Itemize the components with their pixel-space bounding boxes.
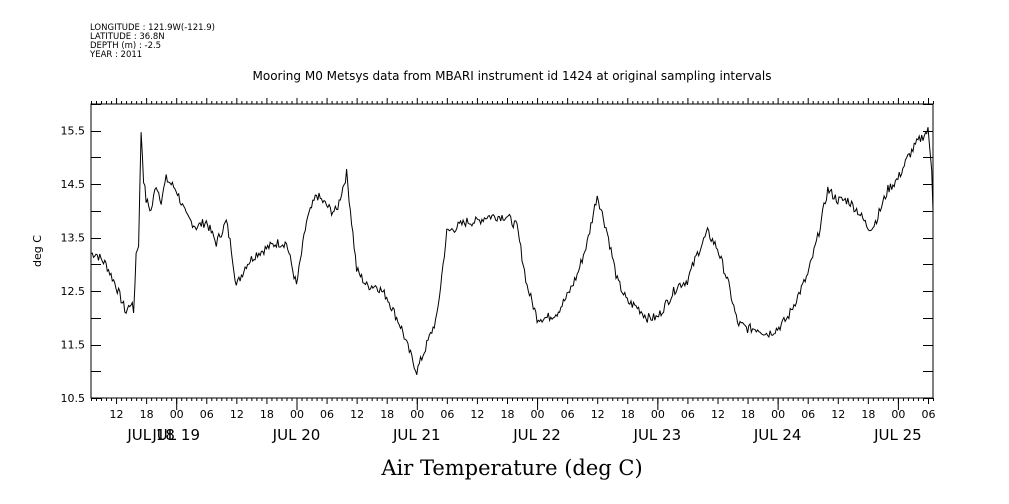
y-axis-label: deg C: [31, 235, 44, 267]
x-tick-label: 06: [440, 408, 454, 421]
x-tick-label: 00: [891, 408, 905, 421]
x-tick-label: 06: [200, 408, 214, 421]
series-line-0: [90, 127, 934, 375]
x-tick-label: 00: [651, 408, 665, 421]
x-tick-label: 06: [801, 408, 815, 421]
x-tick-label: 12: [831, 408, 845, 421]
year-label: YEAR : 2011: [89, 50, 142, 60]
latitude-label: LATITUDE : 36.8N: [90, 32, 165, 42]
x-tick-label: 18: [741, 408, 755, 421]
x-tick-label: 00: [410, 408, 424, 421]
y-tick-label: 13.5: [61, 232, 86, 245]
longitude-label: LONGITUDE : 121.9W(-121.9): [90, 23, 215, 33]
y-tick-label: 12.5: [61, 285, 86, 298]
plot-frame: [90, 103, 934, 399]
chart-title: Mooring M0 Metsys data from MBARI instru…: [253, 69, 772, 83]
y-tick-label: 14.5: [61, 178, 86, 191]
x-tick-label: 18: [260, 408, 274, 421]
x-day-label: JUL 19: [151, 426, 200, 444]
series-group: [90, 127, 934, 375]
x-tick-label: 00: [290, 408, 304, 421]
x-tick-label: 06: [320, 408, 334, 421]
x-tick-label: 18: [500, 408, 514, 421]
depth-label: DEPTH (m) : -2.5: [90, 41, 161, 51]
x-tick-label: 06: [681, 408, 695, 421]
y-tick-label: 11.5: [61, 339, 86, 352]
x-tick-label: 00: [531, 408, 545, 421]
y-tick-label: 15.5: [61, 125, 86, 138]
x-day-label: JUL 18: [126, 426, 175, 444]
y-tick-label: 10.5: [61, 392, 86, 405]
x-day-label: JUL 25: [873, 426, 922, 444]
x-day-label: JUL 23: [633, 426, 682, 444]
x-tick-label: 06: [921, 408, 935, 421]
x-tick-label: 18: [140, 408, 154, 421]
x-tick-label: 12: [470, 408, 484, 421]
x-tick-label: 18: [380, 408, 394, 421]
x-tick-label: 12: [711, 408, 725, 421]
x-tick-label: 06: [561, 408, 575, 421]
axis-ticks: 12 18 00 06 12 18 00 06 12 18 00 06 12 18 00 06 12 18 00 06…: [61, 98, 935, 444]
x-tick-label: 12: [350, 408, 364, 421]
x-tick-label: 18: [861, 408, 875, 421]
x-tick-label: 12: [591, 408, 605, 421]
x-tick-label: 12: [230, 408, 244, 421]
x-day-label: JUL 22: [512, 426, 561, 444]
x-tick-label: 00: [771, 408, 785, 421]
x-day-label: JUL 20: [272, 426, 321, 444]
x-tick-label: 12: [110, 408, 124, 421]
x-tick-label: 18: [621, 408, 635, 421]
x-tick-label: 00: [170, 408, 184, 421]
x-day-label: JUL 21: [392, 426, 441, 444]
x-day-label: JUL 24: [753, 426, 802, 444]
x-axis-label: Air Temperature (deg C): [380, 456, 642, 480]
